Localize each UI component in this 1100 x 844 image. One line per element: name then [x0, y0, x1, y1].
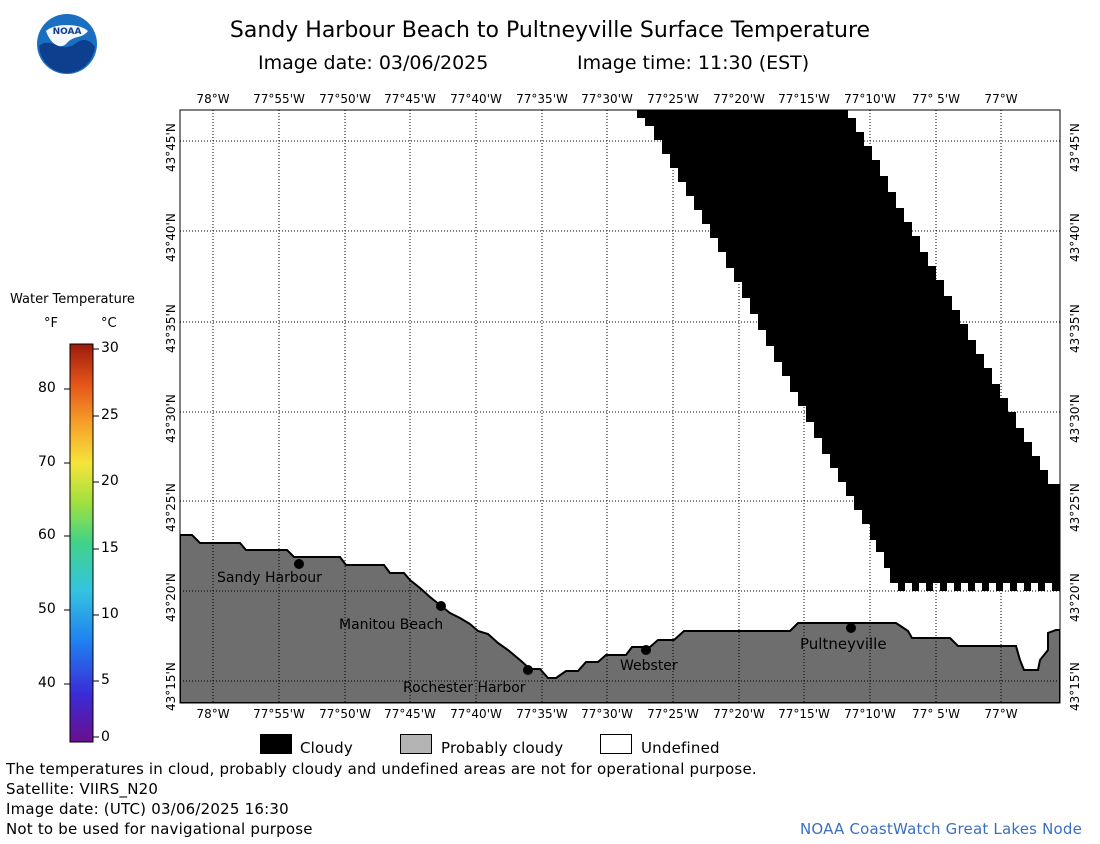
place-label-rochester-harbor: Rochester Harbor	[403, 680, 526, 696]
colorbar	[64, 343, 99, 743]
lon-label-bottom: 77°20'W	[713, 707, 765, 721]
lon-label-top: 77°15'W	[778, 92, 830, 106]
noaa-logo: NOAA	[37, 14, 97, 74]
colorbar-gradient	[69, 343, 94, 743]
lon-label-top: 77° 5'W	[912, 92, 960, 106]
lon-label-top: 77°20'W	[713, 92, 765, 106]
cloud-area	[637, 110, 1060, 591]
colorbar-c-tick: 15	[101, 540, 119, 556]
place-label-pultneyville: Pultneyville	[800, 635, 887, 653]
lon-label-bottom: 77°35'W	[516, 707, 568, 721]
lat-label-right: 43°40'N	[1068, 213, 1082, 262]
marker-rochester-harbor	[523, 665, 533, 675]
legend-label-cloudy: Cloudy	[300, 739, 353, 757]
lat-label-left: 43°40'N	[164, 213, 178, 262]
place-label-sandy-harbour: Sandy Harbour	[217, 570, 322, 586]
colorbar-c-tick: 20	[101, 473, 119, 489]
lat-label-left: 43°35'N	[164, 304, 178, 353]
lon-label-bottom: 77°15'W	[778, 707, 830, 721]
marker-manitou-beach	[436, 601, 446, 611]
lon-label-bottom: 77°10'W	[844, 707, 896, 721]
legend-swatch-probably-cloudy	[400, 734, 432, 754]
place-label-manitou-beach: Manitou Beach	[339, 617, 444, 633]
place-label-webster: Webster	[620, 658, 678, 674]
lat-label-right: 43°25'N	[1068, 483, 1082, 532]
lon-label-bottom: 77°30'W	[581, 707, 633, 721]
colorbar-f-tick: 60	[38, 527, 56, 543]
lon-label-top: 77°W	[984, 92, 1018, 106]
colorbar-ticks	[64, 348, 99, 738]
footer-credit: NOAA CoastWatch Great Lakes Node	[800, 820, 1083, 838]
colorbar-c-tick: 30	[101, 340, 119, 356]
lon-label-top: 77°25'W	[647, 92, 699, 106]
legend-swatch-undefined	[600, 734, 632, 754]
lon-label-bottom: 77°W	[984, 707, 1018, 721]
lon-label-bottom: 77°40'W	[450, 707, 502, 721]
lon-label-bottom: 77° 5'W	[912, 707, 960, 721]
lon-label-bottom: 77°25'W	[647, 707, 699, 721]
lon-label-bottom: 78°W	[196, 707, 230, 721]
footer-disclaimer: The temperatures in cloud, probably clou…	[6, 760, 757, 778]
marker-pultneyville	[846, 623, 856, 633]
footer-utc-date: Image date: (UTC) 03/06/2025 16:30	[6, 800, 289, 818]
lat-label-left: 43°20'N	[164, 573, 178, 622]
marker-webster	[641, 645, 651, 655]
lat-label-right: 43°30'N	[1068, 394, 1082, 443]
image-time: Image time: 11:30 (EST)	[577, 52, 810, 74]
lat-label-left: 43°30'N	[164, 394, 178, 443]
legend-label-probably-cloudy: Probably cloudy	[441, 739, 564, 757]
colorbar-f-tick: 80	[38, 380, 56, 396]
logo-text: NOAA	[53, 27, 82, 37]
lat-label-left: 43°25'N	[164, 483, 178, 532]
marker-sandy-harbour	[294, 559, 304, 569]
lat-label-right: 43°35'N	[1068, 304, 1082, 353]
footer-navigation-note: Not to be used for navigational purpose	[6, 820, 313, 838]
colorbar-c-tick: 10	[101, 606, 119, 622]
lon-label-bottom: 77°45'W	[384, 707, 436, 721]
page-title: Sandy Harbour Beach to Pultneyville Surf…	[229, 18, 871, 43]
colorbar-c-tick: 25	[101, 407, 119, 423]
legend-label-undefined: Undefined	[641, 739, 720, 757]
lon-label-top: 77°50'W	[319, 92, 371, 106]
lon-label-top: 77°40'W	[450, 92, 502, 106]
colorbar-f-tick: 50	[38, 601, 56, 617]
lon-label-top: 78°W	[196, 92, 230, 106]
colorbar-unit-c: °C	[101, 316, 117, 331]
image-date: Image date: 03/06/2025	[258, 52, 489, 74]
lon-label-bottom: 77°50'W	[319, 707, 371, 721]
lon-label-top: 77°30'W	[581, 92, 633, 106]
lon-label-bottom: 77°55'W	[253, 707, 305, 721]
map-border	[179, 109, 1061, 704]
lon-label-top: 77°45'W	[384, 92, 436, 106]
colorbar-unit-f: °F	[44, 316, 58, 331]
lon-label-top: 77°10'W	[844, 92, 896, 106]
footer-satellite: Satellite: VIIRS_N20	[6, 780, 159, 798]
colorbar-c-tick: 0	[101, 729, 110, 745]
land-area	[180, 534, 1060, 703]
lat-label-right: 43°15'N	[1068, 662, 1082, 711]
colorbar-f-tick: 70	[38, 454, 56, 470]
lon-label-top: 77°35'W	[516, 92, 568, 106]
colorbar-f-tick: 40	[38, 675, 56, 691]
colorbar-c-tick: 5	[101, 672, 110, 688]
lat-label-left: 43°15'N	[164, 662, 178, 711]
lat-label-right: 43°45'N	[1068, 123, 1082, 172]
lat-label-left: 43°45'N	[164, 123, 178, 172]
colorbar-title: Water Temperature	[10, 292, 135, 307]
lat-label-right: 43°20'N	[1068, 573, 1082, 622]
legend-swatch-cloudy	[260, 734, 292, 754]
lon-label-top: 77°55'W	[253, 92, 305, 106]
